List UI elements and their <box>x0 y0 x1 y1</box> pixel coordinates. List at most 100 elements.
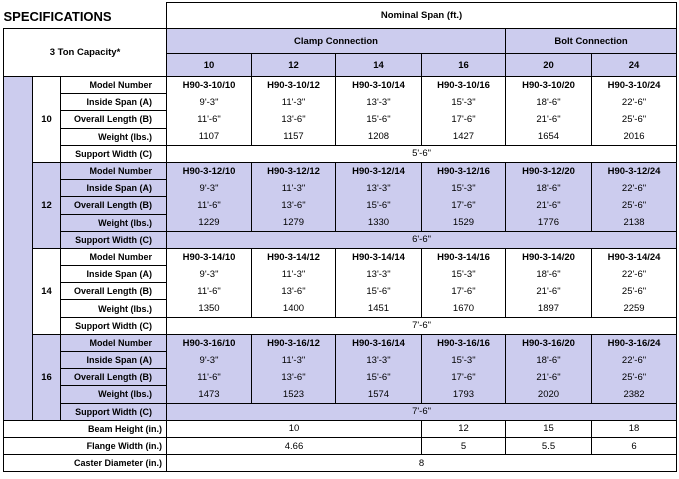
value-cell: 9'-3" <box>166 179 252 197</box>
flange-width-cell: 5.5 <box>505 436 592 456</box>
model-number-cell: H90-3-12/10 <box>166 161 252 180</box>
model-number-cell: H90-3-16/16 <box>421 333 506 352</box>
value-cell: 1897 <box>505 299 592 318</box>
model-number-cell: H90-3-12/24 <box>590 161 678 180</box>
table-row: Weight (lbs.) 1350 1400 1451 1670 1897 2259 <box>4 299 678 318</box>
height-group-label: 12 <box>32 161 61 249</box>
model-number-cell: H90-3-10/24 <box>590 75 678 94</box>
caster-diameter-cell: 8 <box>165 454 678 473</box>
row-label: Overall Length (B) <box>60 368 167 387</box>
value-cell: 1776 <box>505 214 592 232</box>
beam-height-cell: 15 <box>505 419 592 438</box>
beam-height-cell: 18 <box>590 419 678 438</box>
table-row: Support Width (C) 5'-6" <box>4 144 678 163</box>
value-cell: 15'-3" <box>421 93 506 111</box>
flange-width-cell: 4.66 <box>166 436 422 456</box>
model-number-cell: H90-3-16/12 <box>251 333 336 352</box>
value-cell: 1157 <box>251 128 336 146</box>
table-row: Overall Length (B) 11'-6" 13'-6" 15'-6" 17'-… <box>4 110 678 129</box>
value-cell: 13'-3" <box>335 351 422 369</box>
value-cell: 2259 <box>590 299 678 318</box>
value-cell: 9'-3" <box>166 265 252 283</box>
height-group-label: 10 <box>32 76 61 163</box>
value-cell: 15'-6" <box>335 368 422 386</box>
value-cell: 22'-6" <box>590 351 678 369</box>
span-header: 24 <box>590 53 678 77</box>
value-cell: 22'-6" <box>590 93 678 111</box>
value-cell: 1279 <box>251 214 336 232</box>
value-cell: 18'-6" <box>505 351 592 369</box>
nominal-span-header: Nominal Span (ft.) <box>165 2 678 29</box>
row-label: Overall Length (B) <box>60 196 167 215</box>
model-number-cell: H90-3-16/24 <box>590 333 678 352</box>
value-cell: 18'-6" <box>505 93 592 111</box>
value-cell: 25'-6" <box>590 282 678 300</box>
value-cell: 1427 <box>421 128 506 146</box>
span-header: 14 <box>335 53 422 77</box>
beam-height-row: Beam Height (in.) 10 12 15 18 <box>3 419 678 438</box>
table-row: Weight (lbs.) 1473 1523 1574 1793 2020 2382 <box>4 385 678 404</box>
value-cell: 13'-3" <box>335 93 422 111</box>
model-number-cell: H90-3-12/20 <box>505 161 592 180</box>
beam-height-label: Beam Height (in.) <box>3 419 167 438</box>
value-cell: 15'-6" <box>335 196 422 214</box>
height-under-beam-label-cell: Height Under Beam (ft.) <box>3 76 33 421</box>
value-cell: 11'-3" <box>251 265 336 283</box>
value-cell: 11'-6" <box>166 368 252 386</box>
row-label: Inside Span (A) <box>60 350 167 370</box>
model-number-cell: H90-3-10/16 <box>421 75 506 94</box>
model-number-cell: H90-3-14/16 <box>421 247 506 266</box>
model-number-cell: H90-3-10/12 <box>251 75 336 94</box>
table-row: Weight (lbs.) 1229 1279 1330 1529 1776 2138 <box>4 213 678 232</box>
beam-height-cell: 12 <box>421 419 506 438</box>
flange-width-label: Flange Width (in.) <box>3 436 167 456</box>
table-row: Inside Span (A) 9'-3" 11'-3" 13'-3" 15'-3" 18… <box>4 265 678 284</box>
value-cell: 2020 <box>505 385 592 404</box>
value-cell: 17'-6" <box>421 196 506 214</box>
value-cell: 1523 <box>251 385 336 404</box>
value-cell: 15'-6" <box>335 282 422 300</box>
model-number-cell: H90-3-16/10 <box>166 333 252 352</box>
model-number-cell: H90-3-16/20 <box>505 333 592 352</box>
value-cell: 9'-3" <box>166 93 252 111</box>
row-label: Model Number <box>60 247 167 267</box>
value-cell: 1451 <box>335 299 422 318</box>
value-cell: 21'-6" <box>505 282 592 300</box>
model-number-cell: H90-3-12/14 <box>335 161 422 180</box>
row-label: Support Width (C) <box>60 144 167 163</box>
span-header: 20 <box>505 53 592 77</box>
value-cell: 13'-6" <box>251 110 336 129</box>
span-header: 16 <box>421 53 506 77</box>
value-cell: 1793 <box>421 385 506 404</box>
support-width-cell: 5'-6" <box>165 144 678 163</box>
model-number-cell: H90-3-12/16 <box>421 161 506 180</box>
value-cell: 17'-6" <box>421 282 506 300</box>
span-header: 12 <box>251 53 336 77</box>
row-label: Inside Span (A) <box>60 93 167 112</box>
support-width-cell: 7'-6" <box>165 402 678 421</box>
support-width-cell: 7'-6" <box>165 316 678 335</box>
value-cell: 11'-3" <box>251 93 336 111</box>
table-row: Overall Length (B) 11'-6" 13'-6" 15'-6" 17'-… <box>4 282 678 301</box>
value-cell: 1350 <box>166 299 252 318</box>
row-label: Overall Length (B) <box>60 110 167 129</box>
value-cell: 13'-3" <box>335 265 422 283</box>
value-cell: 2382 <box>590 385 678 404</box>
model-number-cell: H90-3-14/20 <box>505 247 592 266</box>
value-cell: 25'-6" <box>590 368 678 386</box>
row-label: Inside Span (A) <box>60 179 167 198</box>
model-number-cell: H90-3-16/14 <box>335 333 422 352</box>
value-cell: 1654 <box>505 128 592 146</box>
value-cell: 11'-3" <box>251 351 336 369</box>
model-number-cell: H90-3-10/10 <box>166 75 252 94</box>
caster-diameter-row: Caster Diameter (in.) 8 <box>3 454 678 473</box>
row-label: Weight (lbs.) <box>60 127 167 146</box>
clamp-connection-header: Clamp Connection <box>166 28 506 54</box>
table-row: 14 Model Number H90-3-14/10 H90-3-14/12 H90-… <box>4 247 678 335</box>
value-cell: 11'-6" <box>166 196 252 214</box>
value-cell: 18'-6" <box>505 179 592 197</box>
value-cell: 15'-6" <box>335 110 422 129</box>
row-label: Weight (lbs.) <box>60 385 167 404</box>
table-row: Support Width (C) 7'-6" <box>4 402 678 421</box>
